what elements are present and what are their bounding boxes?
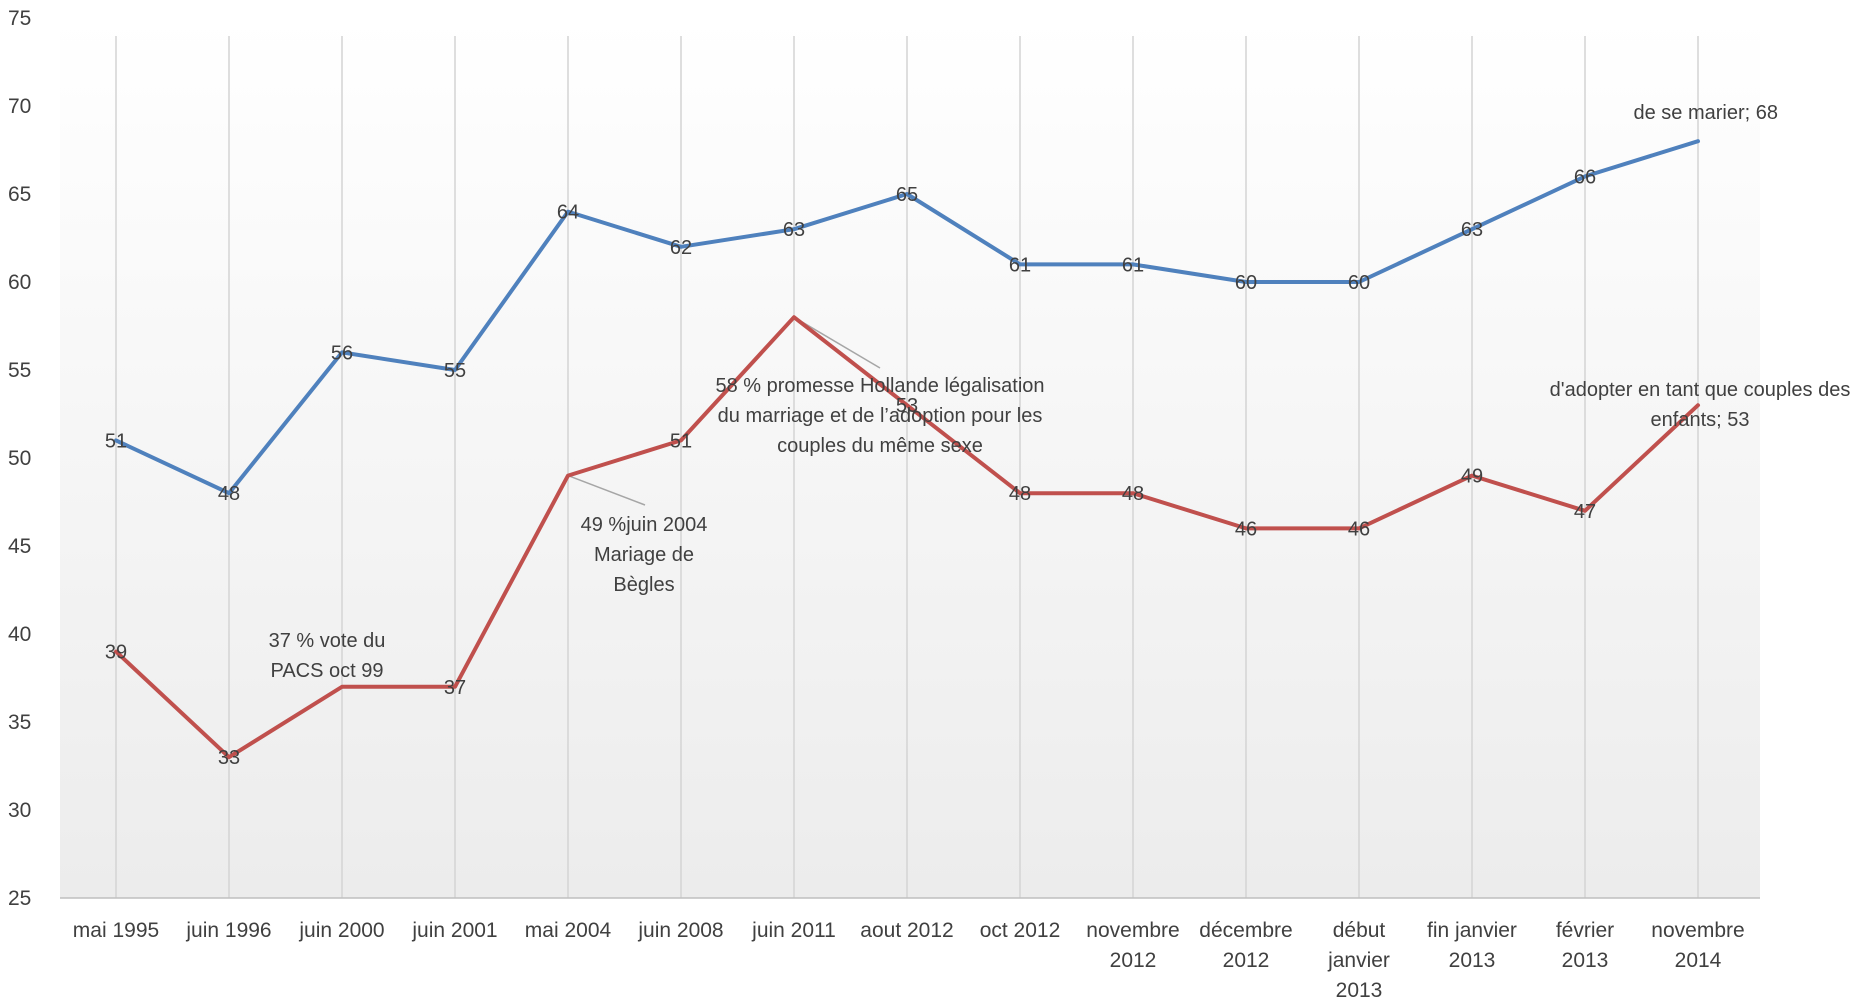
data-label: 46 <box>1235 518 1257 540</box>
data-label: 39 <box>105 642 127 664</box>
annotation-callout: 37 % vote du PACS oct 99 <box>269 630 386 682</box>
y-tick-label: 35 <box>8 711 31 734</box>
annotations: 37 % vote du PACS oct 99 49 %juin 2004 Mari… <box>269 375 1851 682</box>
data-label: 33 <box>218 747 240 769</box>
data-label: 55 <box>444 360 466 382</box>
y-tick-label: 40 <box>8 623 31 646</box>
data-label: 53 <box>896 395 918 417</box>
data-label: 65 <box>896 184 918 206</box>
x-tick-label: aout 2012 <box>860 919 953 942</box>
x-tick-label: juin 2001 <box>411 919 497 942</box>
x-tick-label: novembre 2012 <box>1086 919 1179 972</box>
series-2-line <box>114 315 1700 760</box>
data-label: 46 <box>1348 518 1370 540</box>
plot-background <box>60 18 1760 898</box>
x-tick-label: juin 1996 <box>185 919 271 942</box>
data-label: de se marier; 68 <box>1633 102 1778 124</box>
annotation-leader-line <box>567 474 646 506</box>
data-label: 64 <box>557 202 579 224</box>
data-label: 60 <box>1348 272 1370 294</box>
data-label: 61 <box>1122 254 1144 276</box>
data-label: 51 <box>670 430 692 452</box>
x-tick-label: juin 2011 <box>751 919 836 942</box>
y-tick-label: 75 <box>8 7 31 30</box>
data-label: 63 <box>783 219 805 241</box>
x-tick-label: juin 2008 <box>637 919 723 942</box>
data-label: 62 <box>670 237 692 259</box>
annotation-leader-line <box>793 316 881 369</box>
x-tick-label: fin janvier 2013 <box>1427 919 1517 972</box>
axes: 25 30 35 40 45 50 55 60 65 70 75 mai 1995 juin 1996 j… <box>8 7 1760 997</box>
series-lines <box>114 139 1700 760</box>
y-tick-label: 50 <box>8 447 31 470</box>
y-tick-label: 55 <box>8 359 31 382</box>
annotation-leaders <box>567 316 881 506</box>
data-label: 48 <box>218 483 240 505</box>
data-label: 37 <box>444 677 466 699</box>
data-label: 56 <box>331 342 353 364</box>
y-tick-label: 65 <box>8 183 31 206</box>
y-tick-label: 30 <box>8 799 31 822</box>
series-1-line <box>114 139 1700 496</box>
x-tick-label: mai 2004 <box>525 919 612 942</box>
data-label: 63 <box>1461 219 1483 241</box>
x-tick-label: juin 2000 <box>298 919 384 942</box>
data-label: 49 <box>1461 466 1483 488</box>
data-label: 47 <box>1574 501 1596 523</box>
x-tick-label: oct 2012 <box>980 919 1061 942</box>
data-label: 48 <box>1009 483 1031 505</box>
gridlines <box>115 36 1699 898</box>
data-label: 66 <box>1574 166 1596 188</box>
y-tick-label: 70 <box>8 95 31 118</box>
data-labels: 51 48 56 55 64 62 63 65 61 61 60 60 63 66 de se marier… <box>105 102 1778 769</box>
x-tick-label: décembre 2012 <box>1199 919 1292 972</box>
x-tick-label: février 2013 <box>1556 919 1614 972</box>
y-tick-label: 25 <box>8 887 31 910</box>
data-label: 51 <box>105 430 127 452</box>
x-tick-label: mai 1995 <box>73 919 159 942</box>
annotation-callout: 58 % promesse Hollande légalisation du ma… <box>715 375 1044 457</box>
data-label: 60 <box>1235 272 1257 294</box>
y-tick-label: 60 <box>8 271 31 294</box>
y-tick-label: 45 <box>8 535 31 558</box>
data-label: 48 <box>1122 483 1144 505</box>
x-tick-label: novembre 2014 <box>1651 919 1744 972</box>
x-tick-label: début janvier 2013 <box>1327 919 1390 997</box>
data-label: 61 <box>1009 254 1031 276</box>
annotation-callout: d'adopter en tant que couples des enfants… <box>1550 379 1851 431</box>
annotation-callout: 49 %juin 2004 Mariage de Bègles <box>581 514 708 596</box>
